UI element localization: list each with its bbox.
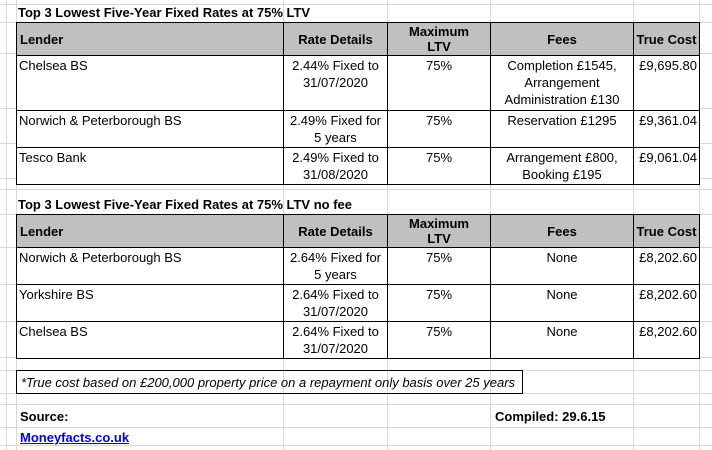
cell-rate-details: 2.49% Fixed for 5 years [283,110,388,148]
cell-fees: Reservation £1295 [490,110,634,148]
cell-lender: Chelsea BS [16,55,284,111]
table-row: Chelsea BS 2.44% Fixed to 31/07/2020 75%… [16,55,700,111]
table2-header-row: Lender Rate Details Maximum LTV Fees Tru… [16,214,700,248]
table-row: Norwich & Peterborough BS 2.49% Fixed fo… [16,110,700,148]
cell-lender: Norwich & Peterborough BS [16,110,284,148]
cell-lender: Yorkshire BS [16,284,284,322]
cell-fees: None [490,247,634,285]
table1-header-row: Lender Rate Details Maximum LTV Fees Tru… [16,22,700,56]
cell-true-cost: £9,061.04 [633,147,700,185]
cell-fees: Arrangement £800, Booking £195 [490,147,634,185]
cell-maximum-ltv: 75% [387,284,491,322]
cell-lender: Chelsea BS [16,321,284,359]
table2-title: Top 3 Lowest Five-Year Fixed Rates at 75… [18,197,353,212]
cell-true-cost: £9,361.04 [633,110,700,148]
column-header-rate-details: Rate Details [283,214,388,248]
cell-rate-details: 2.64% Fixed for 5 years [283,247,388,285]
cell-lender: Tesco Bank [16,147,284,185]
cell-fees: None [490,321,634,359]
table1-title: Top 3 Lowest Five-Year Fixed Rates at 75… [18,5,311,20]
column-header-true-cost: True Cost [633,214,700,248]
cell-maximum-ltv: 75% [387,321,491,359]
column-header-lender: Lender [16,214,284,248]
cell-fees: Completion £1545, Arrangement Administra… [490,55,634,111]
cell-maximum-ltv: 75% [387,110,491,148]
cell-maximum-ltv: 75% [387,247,491,285]
column-header-fees: Fees [490,22,634,56]
table-row: Yorkshire BS 2.64% Fixed to 31/07/2020 7… [16,284,700,322]
cell-maximum-ltv: 75% [387,147,491,185]
cell-true-cost: £8,202.60 [633,321,700,359]
column-header-true-cost: True Cost [633,22,700,56]
table-row: Chelsea BS 2.64% Fixed to 31/07/2020 75%… [16,321,700,359]
cell-rate-details: 2.64% Fixed to 31/07/2020 [283,321,388,359]
rates-table-75ltv: Lender Rate Details Maximum LTV Fees Tru… [16,22,700,185]
cell-rate-details: 2.64% Fixed to 31/07/2020 [283,284,388,322]
cell-rate-details: 2.44% Fixed to 31/07/2020 [283,55,388,111]
column-header-rate-details: Rate Details [283,22,388,56]
cell-true-cost: £9,695.80 [633,55,700,111]
column-header-fees: Fees [490,214,634,248]
column-header-maximum-ltv: Maximum LTV [387,214,491,248]
compiled-date: Compiled: 29.6.15 [495,409,606,424]
source-link[interactable]: Moneyfacts.co.uk [20,430,130,445]
cell-rate-details: 2.49% Fixed to 31/08/2020 [283,147,388,185]
rates-table-75ltv-no-fee: Lender Rate Details Maximum LTV Fees Tru… [16,214,700,359]
source-label: Source: [20,409,69,424]
table-row: Tesco Bank 2.49% Fixed to 31/08/2020 75%… [16,147,700,185]
table-row: Norwich & Peterborough BS 2.64% Fixed fo… [16,247,700,285]
column-header-maximum-ltv: Maximum LTV [387,22,491,56]
cell-lender: Norwich & Peterborough BS [16,247,284,285]
cell-true-cost: £8,202.60 [633,284,700,322]
footnote-box: *True cost based on £200,000 property pr… [16,370,523,394]
cell-maximum-ltv: 75% [387,55,491,111]
cell-fees: None [490,284,634,322]
cell-true-cost: £8,202.60 [633,247,700,285]
footnote-text: *True cost based on £200,000 property pr… [21,374,516,390]
column-header-lender: Lender [16,22,284,56]
